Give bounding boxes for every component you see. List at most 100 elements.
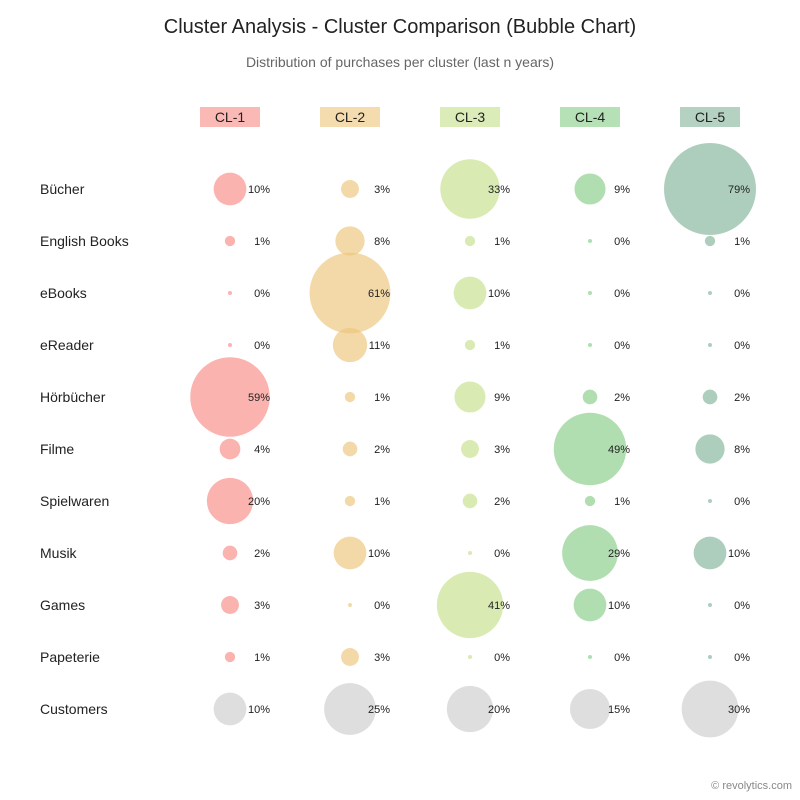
bubble-value-label: 61% xyxy=(368,288,390,300)
cluster-header-label-cl-3: CL-3 xyxy=(455,109,486,125)
bubble xyxy=(588,655,592,659)
bubble-value-label: 0% xyxy=(494,652,510,664)
row-label: Games xyxy=(40,597,85,613)
row-label: eReader xyxy=(40,337,94,353)
bubble xyxy=(228,343,232,347)
chart-subtitle: Distribution of purchases per cluster (l… xyxy=(245,54,555,70)
bubble xyxy=(708,499,712,503)
bubble-value-label: 8% xyxy=(734,444,750,456)
chart-title: Cluster Analysis - Cluster Comparison (B… xyxy=(163,16,637,38)
bubble-value-label: 0% xyxy=(614,340,630,352)
bubble-value-label: 0% xyxy=(614,236,630,248)
credit-text: © revolytics.com xyxy=(711,780,792,792)
bubble xyxy=(436,571,504,639)
cluster-header-label-cl-5: CL-5 xyxy=(695,109,726,125)
bubble xyxy=(224,651,236,663)
bubble-value-label: 0% xyxy=(734,652,750,664)
bubble xyxy=(468,551,472,555)
bubble-value-label: 10% xyxy=(608,600,630,612)
bubble-value-label: 59% xyxy=(248,392,270,404)
bubble-value-label: 3% xyxy=(254,600,270,612)
bubble xyxy=(332,327,368,363)
bubble-value-label: 25% xyxy=(368,704,390,716)
bubble xyxy=(228,291,232,295)
row-label: English Books xyxy=(40,233,129,249)
bubble xyxy=(584,495,596,507)
bubble-value-label: 9% xyxy=(614,184,630,196)
bubble xyxy=(206,477,254,525)
bubble xyxy=(553,412,627,486)
bubble xyxy=(224,235,236,247)
bubble-value-label: 1% xyxy=(254,652,270,664)
bubble-value-label: 0% xyxy=(254,288,270,300)
bubble-value-label: 1% xyxy=(254,236,270,248)
bubble xyxy=(693,536,727,570)
cluster-header-bg-cl-2 xyxy=(320,107,380,127)
bubble-value-label: 4% xyxy=(254,444,270,456)
bubble-value-label: 0% xyxy=(254,340,270,352)
bubble-value-label: 0% xyxy=(614,288,630,300)
bubble xyxy=(569,688,611,730)
bubble-value-label: 9% xyxy=(494,392,510,404)
bubble xyxy=(708,343,712,347)
row-label: Filme xyxy=(40,441,74,457)
bubble-value-label: 3% xyxy=(494,444,510,456)
row-label: Bücher xyxy=(40,181,85,197)
bubble xyxy=(344,495,356,507)
row-label: Spielwaren xyxy=(40,493,109,509)
bubble xyxy=(341,648,359,666)
bubble-value-label: 1% xyxy=(494,340,510,352)
cluster-header-bg-cl-1 xyxy=(200,107,260,127)
bubble xyxy=(213,692,247,726)
bubble xyxy=(702,389,718,405)
cluster-header-label-cl-2: CL-2 xyxy=(335,109,366,125)
bubble-value-label: 29% xyxy=(608,548,630,560)
row-label: Hörbücher xyxy=(40,389,106,405)
bubble-value-label: 0% xyxy=(734,340,750,352)
bubble xyxy=(588,291,592,295)
cluster-header-bg-cl-3 xyxy=(440,107,500,127)
bubble-value-label: 20% xyxy=(248,496,270,508)
bubble xyxy=(664,143,756,235)
bubble xyxy=(446,685,494,733)
bubble-value-label: 11% xyxy=(369,340,390,352)
bubble xyxy=(335,226,365,256)
row-label: Musik xyxy=(40,545,78,561)
bubble xyxy=(190,357,270,437)
bubble xyxy=(213,172,247,206)
bubble-value-label: 1% xyxy=(374,392,390,404)
bubble-value-label: 0% xyxy=(614,652,630,664)
row-label: Customers xyxy=(40,701,108,717)
bubble-value-label: 0% xyxy=(734,288,750,300)
bubble-value-label: 10% xyxy=(368,548,390,560)
bubble xyxy=(453,276,487,310)
bubble xyxy=(440,159,500,219)
bubble xyxy=(462,493,478,509)
cluster-header-label-cl-4: CL-4 xyxy=(575,109,606,125)
bubble-value-label: 20% xyxy=(488,704,510,716)
bubble xyxy=(344,391,356,403)
bubble xyxy=(708,655,712,659)
cluster-header-label-cl-1: CL-1 xyxy=(215,109,246,125)
bubble-value-label: 2% xyxy=(374,444,390,456)
bubble xyxy=(582,389,598,405)
bubble-value-label: 8% xyxy=(374,236,390,248)
bubble-value-label: 15% xyxy=(608,704,630,716)
bubble-value-label: 0% xyxy=(734,600,750,612)
bubble xyxy=(341,180,359,198)
cluster-header-bg-cl-4 xyxy=(560,107,620,127)
bubble xyxy=(324,683,376,735)
bubble xyxy=(574,173,606,205)
bubble xyxy=(348,603,352,607)
bubble xyxy=(468,655,472,659)
bubble xyxy=(704,235,716,247)
bubble-value-label: 2% xyxy=(614,392,630,404)
bubble xyxy=(573,588,607,622)
row-label: eBooks xyxy=(40,285,87,301)
bubble xyxy=(221,596,239,614)
bubble xyxy=(464,339,476,351)
bubble xyxy=(562,525,618,581)
bubble xyxy=(708,291,712,295)
bubble xyxy=(464,235,476,247)
bubble-value-label: 0% xyxy=(374,600,390,612)
